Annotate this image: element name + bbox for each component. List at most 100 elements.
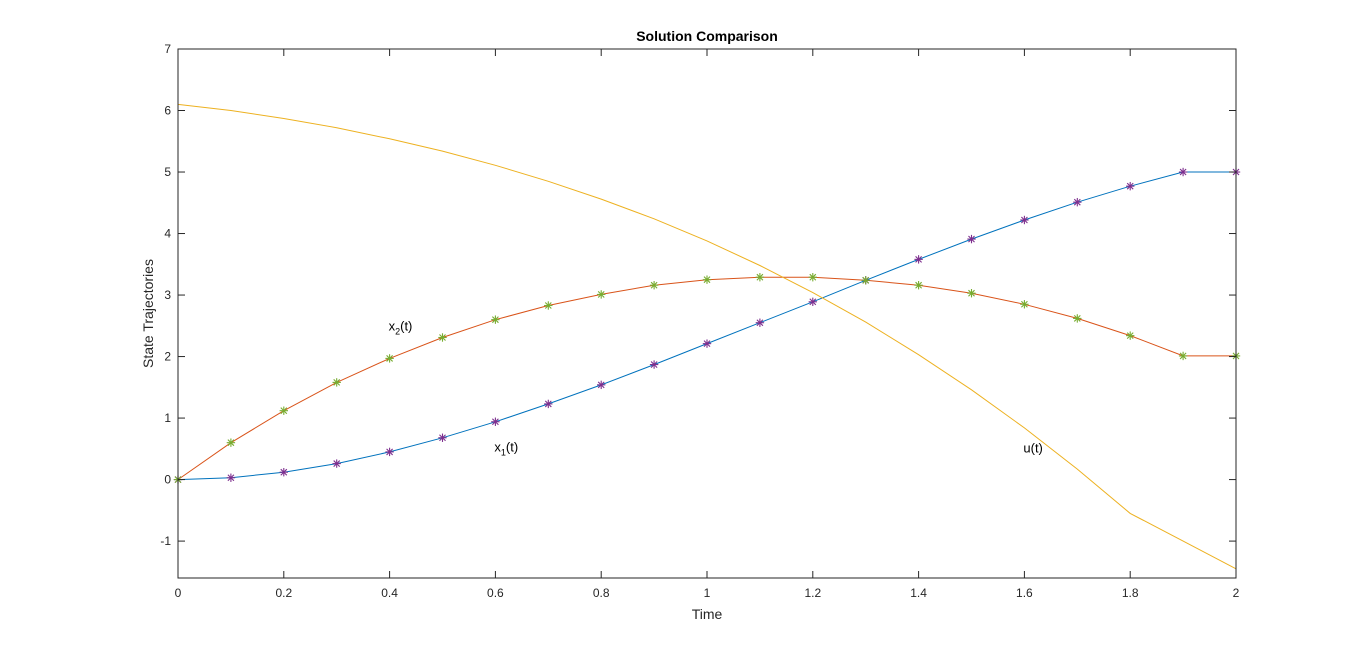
marker-stroke	[968, 289, 975, 297]
marker-stroke	[386, 448, 394, 456]
marker-stroke	[1126, 332, 1134, 340]
marker-x2-2	[279, 406, 288, 415]
marker-stroke	[333, 378, 341, 386]
axes-layer: 0 0.2 0.4 0.6 0.8 1 1.2 1.4 1.6 1.8 2 -1 0 1 2 3 4 5 6 7	[160, 42, 1239, 600]
marker-x1-8	[597, 380, 606, 390]
annotation-label: u(t)	[1023, 441, 1043, 456]
marker-x1-9	[649, 360, 659, 369]
x-tick-label: 0.4	[381, 586, 398, 600]
marker-x1-18	[1126, 181, 1135, 191]
marker-x1-3	[332, 459, 341, 468]
series-line-u	[177, 103, 1237, 570]
marker-stroke	[756, 273, 764, 281]
marker-x2-7	[544, 301, 553, 310]
marker-stroke	[333, 460, 341, 468]
x-tick-label: 1.8	[1122, 586, 1139, 600]
marker-stroke	[756, 319, 764, 327]
marker-stroke	[1020, 300, 1028, 308]
marker-stroke	[1179, 352, 1187, 360]
marker-x1-15	[967, 234, 976, 244]
x-tick-label: 0	[175, 586, 182, 600]
chart-title: Solution Comparison	[636, 28, 778, 44]
marker-stroke	[809, 273, 817, 281]
marker-x1-2	[279, 468, 288, 477]
marker-x2-12	[808, 273, 817, 282]
series-layer	[177, 103, 1237, 570]
marker-x1-1	[226, 473, 236, 482]
marker-x1-14	[914, 255, 923, 264]
marker-stroke	[1073, 315, 1081, 322]
marker-x2-15	[967, 289, 976, 298]
annotation-label: x2(t)	[389, 319, 413, 337]
marker-x2-17	[1073, 314, 1082, 323]
marker-stroke	[439, 434, 446, 442]
x-tick-label: 1	[704, 586, 711, 600]
y-tick-label: 6	[164, 104, 171, 118]
marker-x2-5	[438, 333, 447, 342]
marker-x2-1	[226, 438, 236, 447]
marker-x1-5	[438, 433, 447, 442]
y-tick-label: 1	[164, 411, 171, 425]
marker-stroke	[1020, 216, 1028, 224]
marker-x1-12	[808, 297, 817, 307]
marker-x1-6	[491, 417, 500, 426]
marker-stroke	[491, 418, 499, 426]
marker-x1-16	[1020, 215, 1029, 225]
marker-stroke	[280, 468, 288, 476]
marker-stroke	[650, 281, 658, 289]
marker-stroke	[597, 381, 605, 389]
marker-x2-4	[385, 354, 394, 363]
marker-layer	[173, 167, 1241, 484]
marker-stroke	[1073, 198, 1081, 206]
marker-stroke	[809, 298, 817, 306]
marker-x2-13	[861, 276, 870, 285]
marker-stroke	[915, 255, 923, 263]
marker-x1-4	[385, 447, 394, 457]
marker-x2-3	[332, 378, 341, 387]
marker-x1-11	[755, 318, 765, 327]
marker-stroke	[280, 407, 288, 415]
marker-stroke	[227, 474, 235, 482]
marker-stroke	[1126, 182, 1134, 190]
series-line-x1	[177, 171, 1236, 481]
marker-stroke	[386, 354, 394, 362]
marker-stroke	[703, 340, 711, 348]
y-tick-label: 7	[164, 42, 171, 56]
marker-stroke	[703, 276, 711, 284]
x-tick-label: 1.6	[1016, 586, 1033, 600]
marker-x2-11	[755, 273, 765, 282]
marker-stroke	[227, 439, 235, 447]
marker-x2-19	[1178, 351, 1188, 361]
marker-x2-16	[1020, 300, 1029, 309]
marker-x2-18	[1126, 331, 1135, 340]
axes-box	[177, 48, 1237, 579]
marker-x1-7	[544, 399, 553, 409]
marker-x2-10	[702, 275, 712, 284]
marker-stroke	[597, 291, 605, 298]
x-tick-label: 1.2	[804, 586, 821, 600]
x-tick-label: 0.8	[593, 586, 610, 600]
marker-stroke	[544, 302, 552, 309]
x-tick-label: 1.4	[910, 586, 927, 600]
marker-x2-6	[491, 315, 500, 324]
marker-stroke	[968, 235, 975, 243]
marker-x2-9	[649, 281, 659, 290]
x-tick-label: 0.6	[487, 586, 504, 600]
y-tick-label: 0	[164, 473, 171, 487]
marker-stroke	[1179, 168, 1187, 176]
marker-stroke	[650, 361, 658, 368]
y-tick-label: -1	[160, 534, 171, 548]
annotation-layer: x2(t) x1(t) u(t)	[389, 319, 1043, 458]
marker-x1-19	[1178, 167, 1188, 177]
marker-stroke	[915, 281, 923, 289]
x-axis-title: Time	[692, 606, 723, 622]
marker-stroke	[439, 334, 446, 341]
marker-x1-10	[702, 339, 712, 348]
y-tick-label: 2	[164, 350, 171, 364]
y-tick-label: 5	[164, 165, 171, 179]
x-tick-label: 0.2	[275, 586, 292, 600]
y-axis-title: State Trajectories	[140, 259, 156, 368]
x-tick-label: 2	[1233, 586, 1240, 600]
